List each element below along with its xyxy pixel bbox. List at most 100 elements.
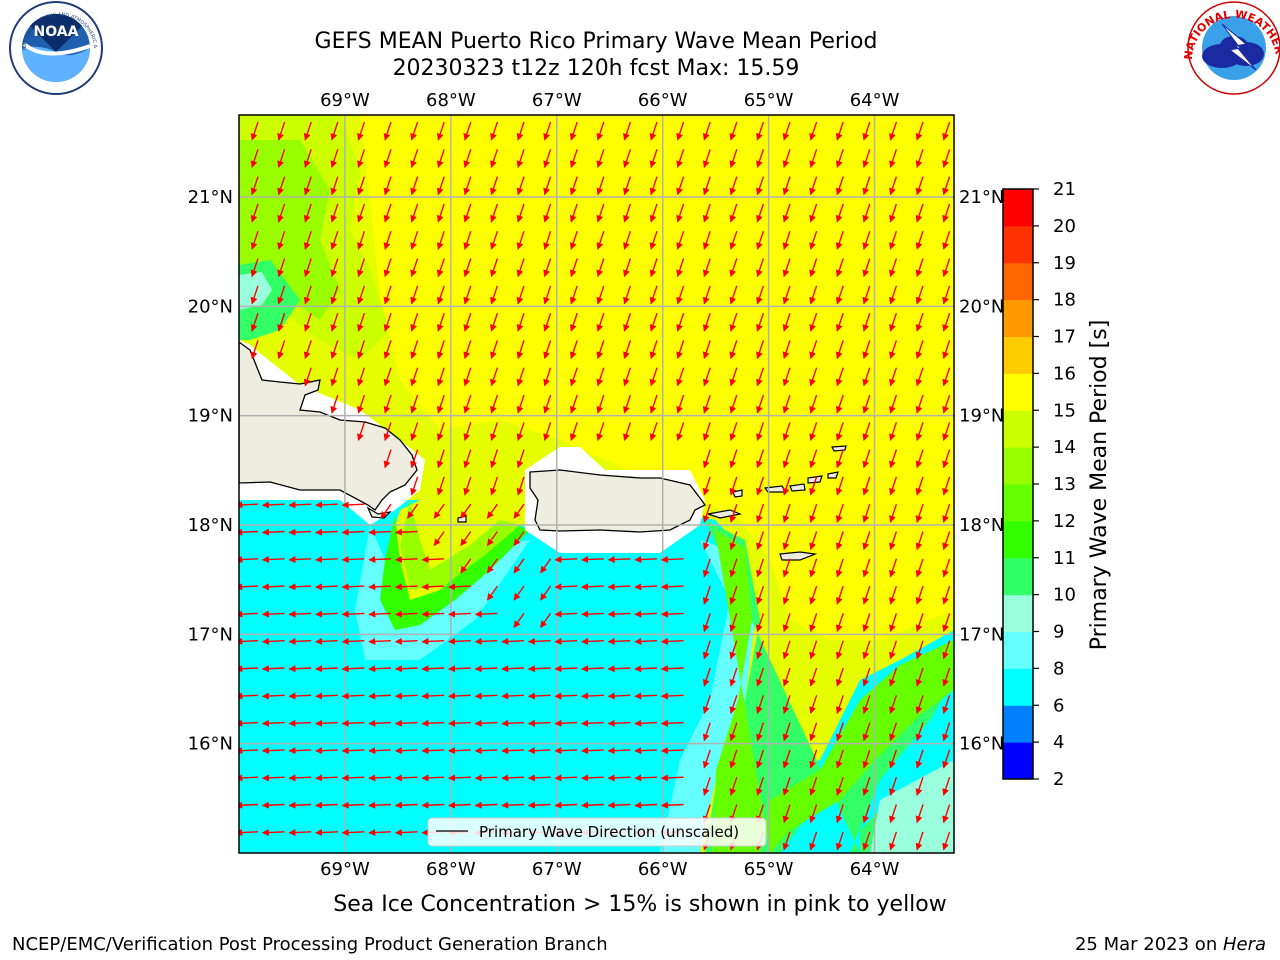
green-ribbon-west	[380, 515, 530, 630]
direction-arrow	[756, 449, 765, 469]
colorbar: 2 4 6 8 9 10 11 12 13 14 15 16 17 18 19 20 21	[1002, 179, 1076, 790]
direction-arrow	[357, 312, 366, 332]
direction-arrow	[330, 367, 339, 387]
direction-arrow	[436, 394, 445, 414]
direction-arrow	[809, 695, 818, 714]
direction-arrow	[915, 449, 924, 469]
direction-arrow	[942, 476, 951, 496]
direction-arrow	[368, 774, 392, 782]
direction-arrow	[250, 340, 259, 360]
direction-arrow	[463, 176, 472, 196]
direction-arrow	[729, 258, 738, 278]
direction-arrow	[676, 285, 685, 305]
direction-arrow	[368, 829, 392, 837]
direction-arrow	[277, 230, 286, 250]
direction-arrow	[357, 230, 366, 250]
direction-arrow	[543, 340, 552, 360]
direction-arrow	[569, 258, 578, 278]
direction-arrow	[942, 804, 951, 824]
direction-arrow	[756, 422, 765, 441]
direction-arrow	[756, 503, 765, 523]
direction-arrow	[490, 149, 499, 168]
direction-arrow	[368, 747, 392, 755]
direction-arrow	[448, 774, 471, 782]
direction-arrow	[756, 695, 765, 714]
direction-arrow	[915, 804, 924, 824]
direction-arrow	[463, 149, 472, 168]
direction-arrow	[569, 285, 578, 305]
direction-arrow	[261, 774, 285, 782]
direction-arrow	[303, 176, 312, 196]
colorbar-tick-label: 6	[1053, 695, 1064, 716]
direction-arrow	[835, 831, 844, 851]
direction-arrow	[490, 312, 499, 332]
direction-arrow	[463, 203, 472, 223]
direction-arrow	[835, 230, 844, 250]
direction-arrow	[915, 585, 924, 605]
lon-tick-label-bottom: 67°W	[532, 859, 582, 880]
direction-arrow	[516, 340, 525, 360]
direction-arrow	[410, 394, 419, 414]
direction-arrow	[782, 258, 791, 278]
direction-arrow	[729, 503, 738, 523]
direction-arrow	[410, 476, 419, 496]
direction-arrow	[889, 312, 898, 332]
direction-arrow	[623, 121, 632, 141]
direction-arrow	[729, 422, 738, 441]
direction-arrow	[862, 176, 871, 196]
direction-arrow	[569, 394, 578, 414]
direction-arrow	[330, 203, 339, 223]
direction-arrow	[383, 340, 392, 360]
direction-arrow	[782, 367, 791, 387]
direction-arrow	[942, 312, 951, 332]
colorbar-segment	[1003, 594, 1033, 632]
direction-arrow	[394, 692, 418, 700]
direction-arrow	[702, 722, 711, 742]
direction-arrow	[250, 149, 259, 168]
direction-arrow	[277, 121, 286, 141]
direction-arrow	[660, 637, 684, 645]
direction-arrow	[394, 774, 418, 782]
direction-arrow	[649, 422, 658, 441]
direction-arrow	[729, 340, 738, 360]
direction-arrow	[516, 367, 525, 387]
direction-arrow	[490, 230, 499, 250]
direction-arrow	[809, 667, 818, 687]
direction-arrow	[782, 804, 791, 824]
direction-arrow	[527, 692, 551, 700]
direction-arrow	[915, 613, 924, 633]
direction-arrow	[676, 312, 685, 332]
direction-arrow	[607, 610, 631, 618]
direction-arrow	[756, 776, 765, 796]
direction-arrow	[835, 312, 844, 332]
lon-tick-label-bottom: 69°W	[320, 859, 370, 880]
direction-arrow	[486, 558, 498, 574]
direction-arrow	[889, 149, 898, 168]
lat-tick-label-right: 18°N	[959, 515, 1004, 536]
lon-tick-label-bottom: 68°W	[426, 859, 476, 880]
direction-arrow	[782, 449, 791, 469]
direction-arrow	[782, 776, 791, 796]
lat-tick-label-left: 20°N	[188, 296, 233, 317]
direction-arrow	[676, 149, 685, 168]
direction-arrow	[649, 203, 658, 223]
direction-arrow	[623, 230, 632, 250]
direction-arrow	[756, 558, 765, 578]
direction-arrow	[942, 203, 951, 223]
direction-arrow	[288, 774, 312, 782]
colorbar-tick-label: 13	[1053, 474, 1076, 495]
direction-arrow	[486, 585, 498, 601]
direction-arrow	[516, 230, 525, 250]
direction-arrow	[889, 476, 898, 496]
direction-arrow	[862, 640, 871, 660]
direction-arrow	[729, 149, 738, 168]
direction-arrow	[383, 230, 392, 250]
direction-arrow	[729, 176, 738, 196]
direction-arrow	[474, 747, 498, 755]
direction-arrow	[543, 285, 552, 305]
direction-arrow	[862, 585, 871, 605]
direction-arrow	[835, 640, 844, 660]
direction-arrow	[341, 665, 365, 673]
direction-arrow	[596, 312, 605, 332]
